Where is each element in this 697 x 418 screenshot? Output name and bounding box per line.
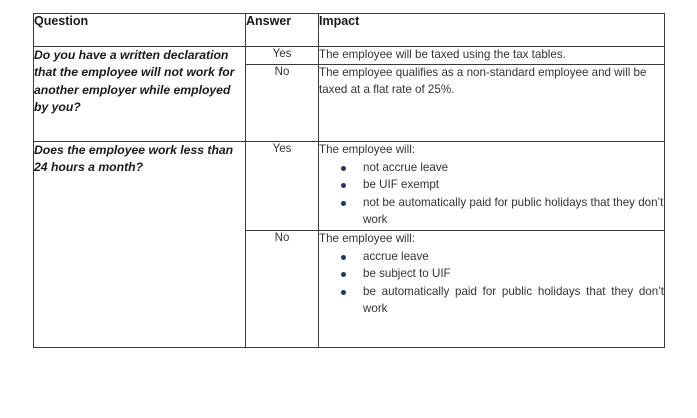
bullet-icon xyxy=(341,165,346,171)
answer-value: No xyxy=(274,231,290,244)
column-header-answer: Answer xyxy=(245,13,319,47)
bullet-icon xyxy=(341,201,346,207)
table-body: Do you have a written declaration that t… xyxy=(33,46,665,348)
answer-cell: Yes xyxy=(245,46,319,65)
table-row: Does the employee work less than 24 hour… xyxy=(33,140,665,348)
impact-bullet-list: not accrue leave be UIF exempt not be au… xyxy=(319,160,664,229)
column-header-question: Question xyxy=(33,13,246,47)
impact-cell: The employee qualifies as a non-standard… xyxy=(318,63,665,142)
impact-cell: The employee will: not accrue leave be U… xyxy=(318,140,665,231)
question-cell: Do you have a written declaration that t… xyxy=(33,46,246,142)
answer-cell: Yes xyxy=(245,140,319,231)
impact-lead: The employee will: xyxy=(319,231,416,245)
list-item-label: be UIF exempt xyxy=(363,178,440,192)
answer-value: No xyxy=(274,65,290,78)
question-text: Do you have a written declaration that t… xyxy=(34,48,235,114)
answer-cell: No xyxy=(245,63,319,142)
answer-value: Yes xyxy=(272,142,292,155)
impact-lead: The employee will: xyxy=(319,142,416,156)
bullet-icon xyxy=(341,254,346,260)
question-cell: Does the employee work less than 24 hour… xyxy=(33,140,246,348)
list-item: not be automatically paid for public hol… xyxy=(341,195,664,229)
impact-text: The employee qualifies as a non-standard… xyxy=(319,65,647,96)
list-item: not accrue leave xyxy=(341,160,664,177)
bullet-icon xyxy=(341,272,346,278)
list-item: accrue leave xyxy=(341,249,664,266)
column-header-impact: Impact xyxy=(318,13,665,47)
table-row: No The employee will: accrue leave be su… xyxy=(34,229,665,348)
answer-cell: No xyxy=(245,229,319,348)
list-item: be UIF exempt xyxy=(341,177,664,194)
list-item: be subject to UIF xyxy=(341,266,664,283)
impact-cell: The employee will: accrue leave be subje… xyxy=(318,229,665,348)
table-row: Do you have a written declaration that t… xyxy=(33,46,665,142)
table-header: Question Answer Impact xyxy=(33,13,665,47)
list-item-label: accrue leave xyxy=(363,249,429,263)
list-item-label: not be automatically paid for public hol… xyxy=(363,196,664,226)
list-item-label: be automatically paid for public holiday… xyxy=(363,285,664,315)
list-item: be automatically paid for public holiday… xyxy=(341,284,664,318)
bullet-icon xyxy=(341,183,346,189)
bullet-icon xyxy=(341,290,346,296)
decision-table: Question Answer Impact Do you have a wri… xyxy=(33,13,665,348)
impact-bullet-list: accrue leave be subject to UIF be automa… xyxy=(319,249,664,318)
list-item-label: be subject to UIF xyxy=(363,267,451,281)
header-row: Question Answer Impact xyxy=(33,13,665,47)
answer-value: Yes xyxy=(272,48,292,60)
list-item-label: not accrue leave xyxy=(363,160,449,174)
table-row: No The employee qualifies as a non-stand… xyxy=(34,63,665,142)
impact-cell: The employee will be taxed using the tax… xyxy=(318,46,665,65)
question-text: Does the employee work less than 24 hour… xyxy=(34,142,234,175)
impact-text: The employee will be taxed using the tax… xyxy=(319,48,566,61)
